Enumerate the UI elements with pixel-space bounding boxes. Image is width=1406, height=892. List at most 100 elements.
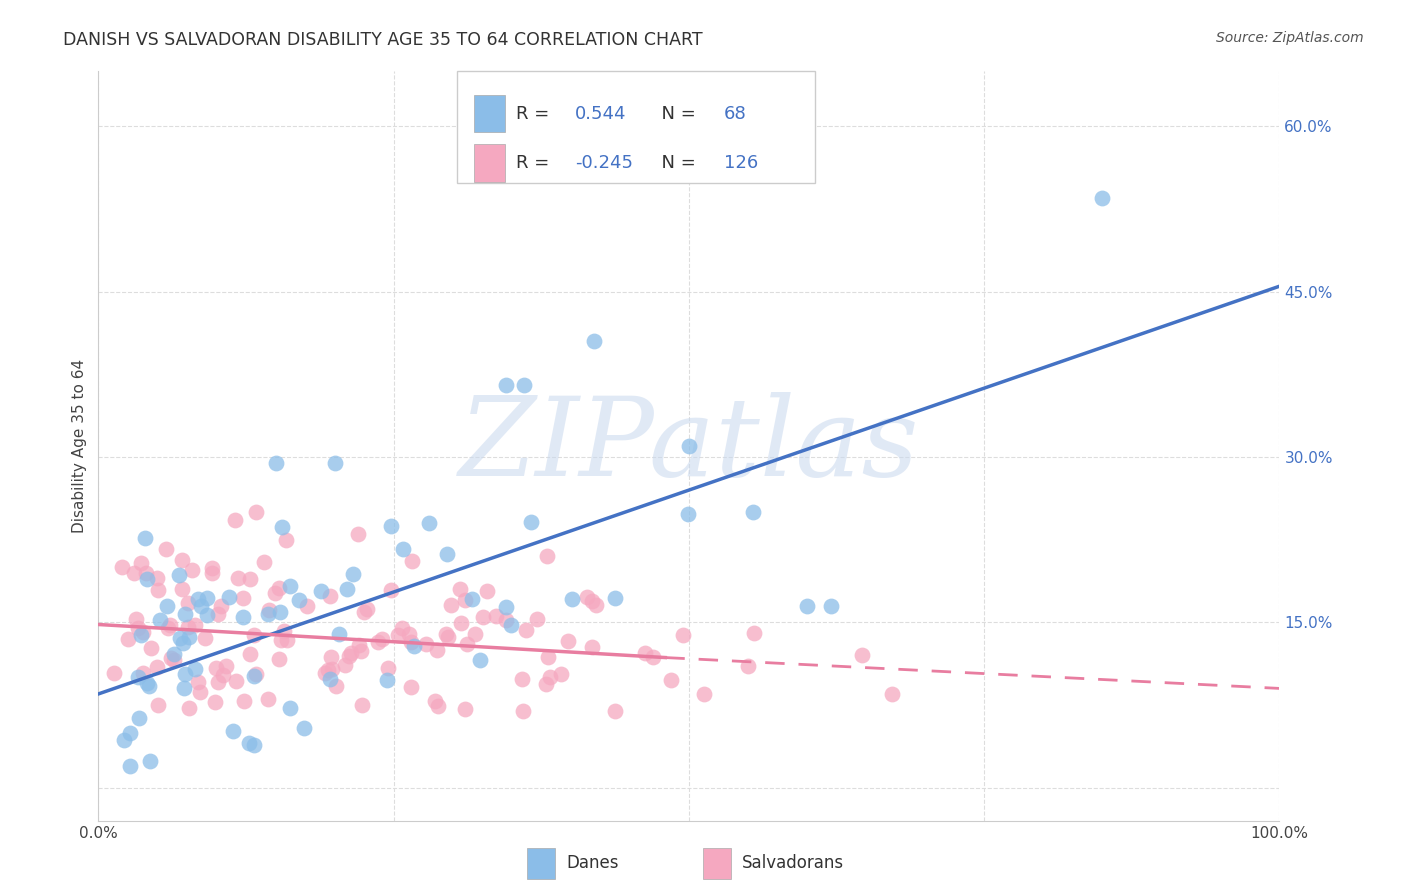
- Point: [243, 739, 266, 753]
- Text: N =: N =: [650, 153, 702, 172]
- Point: [581, 593, 603, 607]
- Point: [581, 640, 603, 654]
- Point: [672, 628, 695, 642]
- Point: [264, 456, 287, 470]
- Point: [796, 599, 818, 613]
- Point: [188, 685, 211, 699]
- Y-axis label: Disability Age 35 to 64: Disability Age 35 to 64: [72, 359, 87, 533]
- Point: [880, 687, 903, 701]
- Point: [495, 378, 517, 392]
- Point: [207, 607, 229, 621]
- Point: [643, 649, 665, 664]
- Point: [292, 721, 315, 735]
- Point: [264, 586, 287, 600]
- Point: [321, 662, 343, 676]
- Point: [350, 698, 373, 712]
- Point: [207, 675, 229, 690]
- Point: [449, 582, 471, 597]
- Point: [187, 675, 209, 690]
- Point: [434, 627, 457, 641]
- Point: [418, 516, 440, 530]
- Point: [585, 599, 607, 613]
- Point: [257, 603, 280, 617]
- Point: [195, 607, 218, 622]
- Point: [209, 599, 232, 613]
- Point: [170, 582, 193, 596]
- Point: [238, 735, 260, 749]
- Point: [371, 632, 394, 647]
- Point: [239, 647, 262, 661]
- Point: [375, 673, 398, 688]
- Point: [440, 599, 463, 613]
- Point: [461, 592, 484, 607]
- Point: [163, 653, 186, 667]
- Point: [526, 612, 548, 626]
- Point: [468, 653, 491, 667]
- Point: [319, 650, 342, 665]
- Point: [225, 673, 247, 688]
- FancyBboxPatch shape: [703, 847, 731, 880]
- Point: [437, 630, 460, 644]
- Point: [253, 556, 276, 570]
- Point: [135, 566, 157, 580]
- Point: [851, 648, 873, 663]
- Point: [103, 666, 125, 681]
- Point: [174, 667, 197, 681]
- Point: [205, 661, 228, 675]
- Point: [398, 627, 420, 641]
- Text: 126: 126: [724, 153, 758, 172]
- Point: [575, 591, 598, 605]
- Point: [337, 648, 360, 663]
- Point: [399, 680, 422, 694]
- Point: [314, 665, 336, 680]
- Point: [169, 632, 191, 646]
- Point: [233, 694, 256, 708]
- Point: [402, 640, 425, 654]
- Point: [242, 668, 264, 682]
- Point: [187, 591, 209, 606]
- Point: [195, 591, 218, 605]
- Point: [127, 670, 149, 684]
- Point: [155, 542, 177, 557]
- Point: [139, 754, 162, 768]
- Point: [495, 600, 517, 615]
- Text: N =: N =: [650, 104, 702, 123]
- Point: [678, 507, 700, 521]
- Point: [495, 613, 517, 627]
- Point: [820, 599, 842, 613]
- Point: [391, 621, 413, 635]
- Text: R =: R =: [516, 104, 555, 123]
- Point: [173, 681, 195, 695]
- Point: [194, 632, 217, 646]
- Point: [159, 618, 181, 632]
- Text: Salvadorans: Salvadorans: [742, 855, 845, 872]
- Point: [129, 627, 152, 641]
- Point: [347, 638, 370, 652]
- Point: [415, 637, 437, 651]
- Point: [218, 591, 240, 605]
- Point: [179, 630, 201, 644]
- Point: [475, 584, 498, 599]
- Point: [224, 513, 246, 527]
- Text: 68: 68: [724, 104, 747, 123]
- Point: [603, 591, 626, 606]
- Point: [512, 378, 534, 392]
- Point: [512, 704, 534, 718]
- Point: [278, 700, 301, 714]
- Point: [146, 660, 169, 674]
- Point: [232, 610, 254, 624]
- Point: [340, 646, 363, 660]
- Point: [215, 658, 238, 673]
- Point: [132, 666, 155, 681]
- Point: [146, 571, 169, 585]
- Text: -0.245: -0.245: [575, 153, 633, 172]
- Point: [742, 626, 765, 640]
- Point: [311, 583, 333, 598]
- Point: [401, 554, 423, 568]
- Point: [177, 620, 200, 634]
- Point: [426, 698, 449, 713]
- Point: [172, 635, 194, 649]
- Point: [464, 626, 486, 640]
- FancyBboxPatch shape: [474, 144, 505, 182]
- Point: [387, 628, 409, 642]
